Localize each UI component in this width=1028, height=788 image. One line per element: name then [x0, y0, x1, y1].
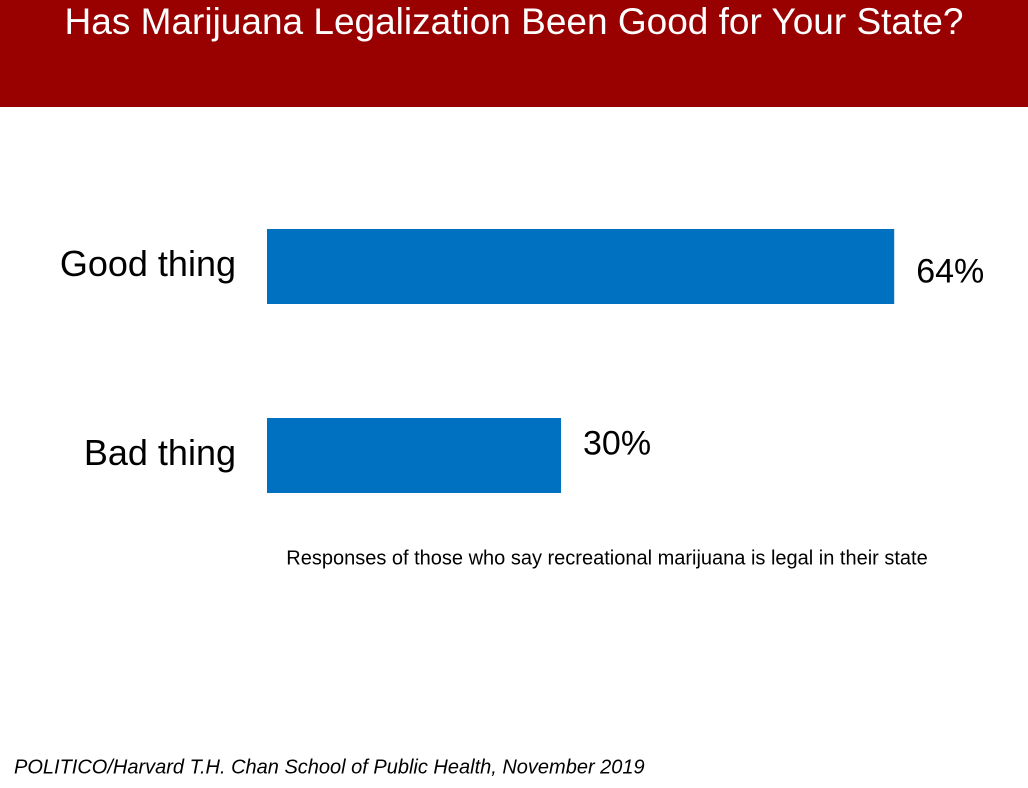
bar [267, 418, 561, 493]
chart-note: Responses of those who say recreational … [286, 547, 927, 569]
title-band: Has Marijuana Legalization Been Good for… [0, 0, 1028, 107]
value-label: 30% [583, 424, 651, 462]
chart-title: Has Marijuana Legalization Been Good for… [64, 1, 964, 42]
bar [267, 229, 895, 304]
source: POLITICO/Harvard T.H. Chan School of Pub… [14, 756, 645, 778]
value-label: 64% [916, 252, 984, 290]
category-label: Bad thing [84, 432, 236, 473]
category-label: Good thing [60, 243, 236, 284]
